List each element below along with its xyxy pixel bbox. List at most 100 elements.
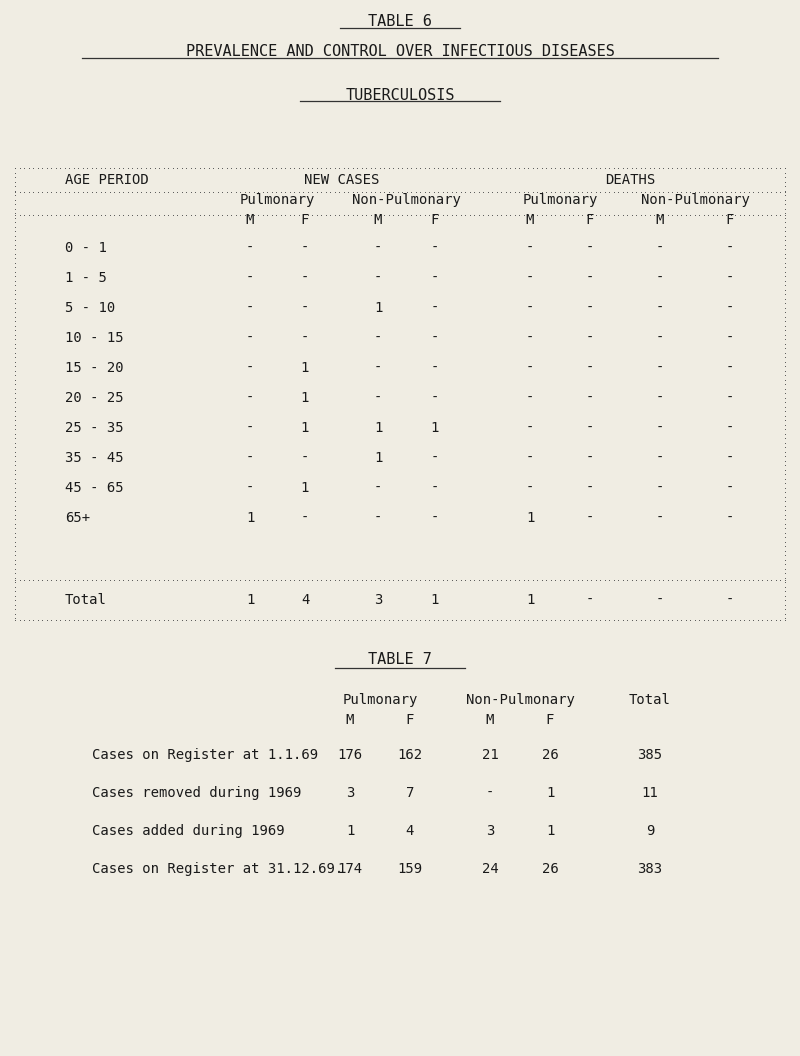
Text: 174: 174 [338,862,362,876]
Text: TABLE 6: TABLE 6 [368,15,432,30]
Text: -: - [526,361,534,375]
Text: -: - [656,593,664,607]
Text: -: - [431,480,439,495]
Text: -: - [246,301,254,315]
Text: -: - [431,391,439,406]
Text: 9: 9 [646,824,654,838]
Text: 4: 4 [301,593,309,607]
Text: 1: 1 [246,593,254,607]
Text: Non-Pulmonary: Non-Pulmonary [351,193,461,207]
Text: 385: 385 [638,748,662,762]
Text: 1: 1 [526,593,534,607]
Text: -: - [526,451,534,465]
Text: -: - [301,271,309,285]
Text: -: - [586,480,594,495]
Text: -: - [374,361,382,375]
Text: -: - [431,511,439,525]
Text: M: M [374,213,382,227]
Text: PREVALENCE AND CONTROL OVER INFECTIOUS DISEASES: PREVALENCE AND CONTROL OVER INFECTIOUS D… [186,44,614,59]
Text: TABLE 7: TABLE 7 [368,653,432,667]
Text: 3: 3 [374,593,382,607]
Text: 7: 7 [406,786,414,800]
Text: F: F [301,213,309,227]
Text: -: - [374,241,382,254]
Text: Non-Pulmonary: Non-Pulmonary [641,193,750,207]
Text: -: - [431,331,439,345]
Text: -: - [586,241,594,254]
Text: M: M [246,213,254,227]
Text: 1: 1 [374,451,382,465]
Text: -: - [656,511,664,525]
Text: 1: 1 [546,824,554,838]
Text: -: - [526,301,534,315]
Text: -: - [246,421,254,435]
Text: -: - [656,391,664,406]
Text: -: - [656,241,664,254]
Text: 24: 24 [482,862,498,876]
Text: -: - [726,511,734,525]
Text: AGE PERIOD: AGE PERIOD [65,173,149,187]
Text: Non-Pulmonary: Non-Pulmonary [466,693,574,708]
Text: -: - [301,331,309,345]
Text: -: - [586,301,594,315]
Text: -: - [656,421,664,435]
Text: F: F [546,713,554,727]
Text: -: - [374,391,382,406]
Text: -: - [656,451,664,465]
Text: F: F [406,713,414,727]
Text: -: - [431,361,439,375]
Text: 383: 383 [638,862,662,876]
Text: -: - [246,361,254,375]
Text: 159: 159 [398,862,422,876]
Text: 1: 1 [546,786,554,800]
Text: -: - [726,331,734,345]
Text: -: - [431,451,439,465]
Text: -: - [301,301,309,315]
Text: -: - [526,421,534,435]
Text: -: - [486,786,494,800]
Text: 3: 3 [486,824,494,838]
Text: 1 - 5: 1 - 5 [65,271,107,285]
Text: -: - [726,271,734,285]
Text: 35 - 45: 35 - 45 [65,451,124,465]
Text: -: - [656,301,664,315]
Text: 0 - 1: 0 - 1 [65,241,107,254]
Text: 26: 26 [542,748,558,762]
Text: M: M [346,713,354,727]
Text: -: - [586,271,594,285]
Text: -: - [431,271,439,285]
Text: -: - [726,480,734,495]
Text: 1: 1 [301,421,309,435]
Text: Pulmonary: Pulmonary [522,193,598,207]
Text: -: - [726,241,734,254]
Text: M: M [526,213,534,227]
Text: F: F [431,213,439,227]
Text: -: - [246,241,254,254]
Text: -: - [374,480,382,495]
Text: 1: 1 [431,421,439,435]
Text: DEATHS: DEATHS [605,173,655,187]
Text: 1: 1 [526,511,534,525]
Text: -: - [586,511,594,525]
Text: 1: 1 [431,593,439,607]
Text: Cases on Register at 31.12.69.: Cases on Register at 31.12.69. [92,862,343,876]
Text: -: - [246,451,254,465]
Text: -: - [586,361,594,375]
Text: Pulmonary: Pulmonary [239,193,314,207]
Text: -: - [526,271,534,285]
Text: Cases removed during 1969: Cases removed during 1969 [92,786,302,800]
Text: -: - [374,271,382,285]
Text: -: - [656,331,664,345]
Text: 1: 1 [301,480,309,495]
Text: -: - [586,391,594,406]
Text: -: - [301,451,309,465]
Text: -: - [526,241,534,254]
Text: 5 - 10: 5 - 10 [65,301,115,315]
Text: M: M [486,713,494,727]
Text: F: F [586,213,594,227]
Text: -: - [526,331,534,345]
Text: -: - [656,361,664,375]
Text: 1: 1 [374,301,382,315]
Text: 1: 1 [374,421,382,435]
Text: 176: 176 [338,748,362,762]
